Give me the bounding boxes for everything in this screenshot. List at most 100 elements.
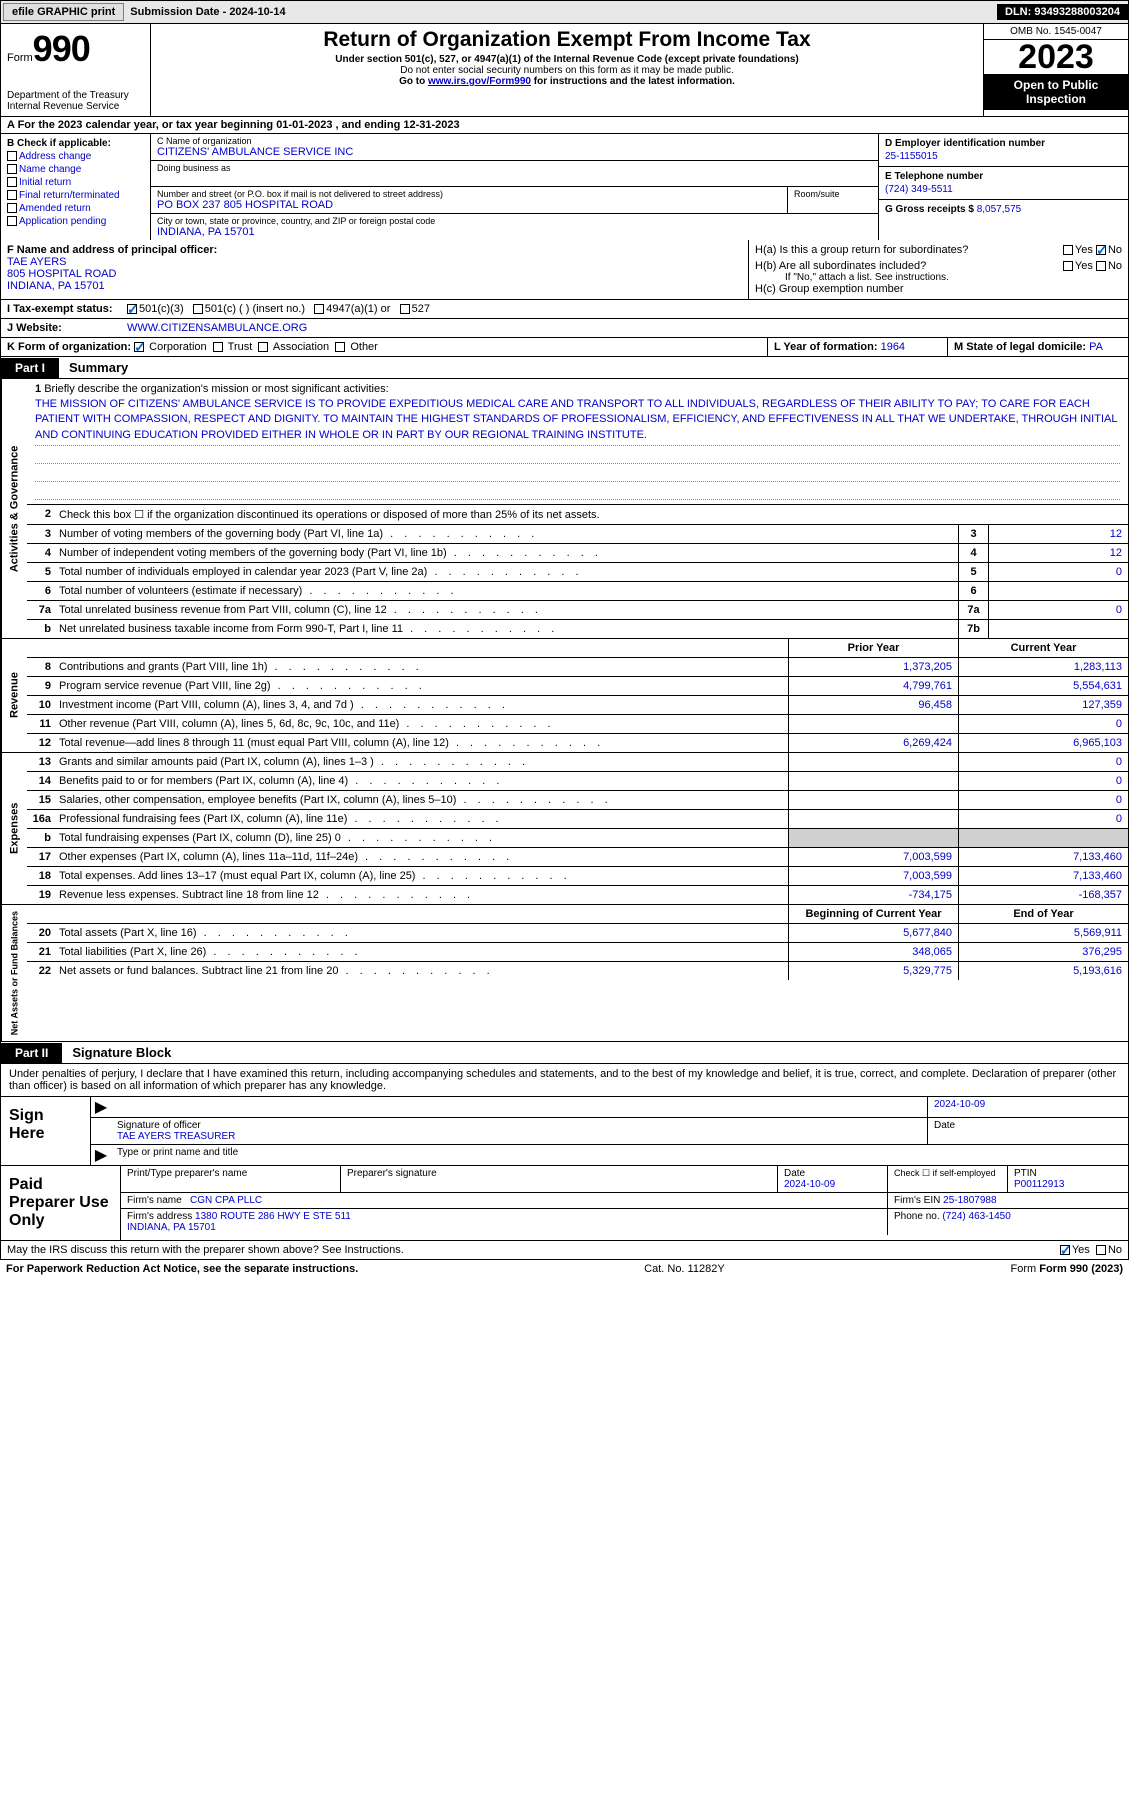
open-public-label: Open to Public Inspection bbox=[984, 74, 1128, 110]
perjury-text: Under penalties of perjury, I declare th… bbox=[0, 1064, 1129, 1096]
form-number: 990 bbox=[33, 28, 90, 70]
sig-officer-label: Signature of officer bbox=[117, 1120, 201, 1131]
form-right-block: OMB No. 1545-0047 2023 Open to Public In… bbox=[983, 24, 1128, 116]
expense-line-14: 14Benefits paid to or for members (Part … bbox=[27, 772, 1128, 791]
ptin-label: PTIN bbox=[1014, 1168, 1037, 1179]
city-value: INDIANA, PA 15701 bbox=[157, 226, 872, 238]
website-value: WWW.CITIZENSAMBULANCE.ORG bbox=[127, 322, 307, 334]
year-formation-label: L Year of formation: bbox=[774, 341, 878, 353]
discuss-no-check[interactable] bbox=[1096, 1245, 1106, 1255]
col-b-checkboxes: B Check if applicable: Address change Na… bbox=[1, 134, 151, 240]
check-name-change[interactable]: Name change bbox=[7, 164, 144, 175]
goto-pre: Go to bbox=[399, 76, 428, 87]
part-2-label: Part II bbox=[1, 1043, 62, 1063]
row-k: K Form of organization: Corporation Trus… bbox=[0, 338, 1129, 357]
paperwork-notice: For Paperwork Reduction Act Notice, see … bbox=[6, 1263, 358, 1275]
expense-line-19: 19Revenue less expenses. Subtract line 1… bbox=[27, 886, 1128, 904]
col-c-org-info: C Name of organization CITIZENS' AMBULAN… bbox=[151, 134, 878, 240]
revenue-line-9: 9Program service revenue (Part VIII, lin… bbox=[27, 677, 1128, 696]
firm-name-label: Firm's name bbox=[127, 1195, 182, 1206]
room-label: Room/suite bbox=[788, 187, 878, 213]
check-address-change[interactable]: Address change bbox=[7, 151, 144, 162]
revenue-line-8: 8Contributions and grants (Part VIII, li… bbox=[27, 658, 1128, 677]
check-527[interactable] bbox=[400, 304, 410, 314]
form-id-block: Form 990 Department of the Treasury Inte… bbox=[1, 24, 151, 116]
expenses-section: Expenses 13Grants and similar amounts pa… bbox=[0, 753, 1129, 905]
netassets-line-22: 22Net assets or fund balances. Subtract … bbox=[27, 962, 1128, 980]
check-501c3[interactable] bbox=[127, 304, 137, 314]
mission-blank-3 bbox=[35, 486, 1120, 500]
check-other[interactable] bbox=[335, 342, 345, 352]
expense-line-13: 13Grants and similar amounts paid (Part … bbox=[27, 753, 1128, 772]
form-title: Return of Organization Exempt From Incom… bbox=[159, 28, 975, 52]
cat-no: Cat. No. 11282Y bbox=[644, 1263, 725, 1275]
website-label: J Website: bbox=[7, 322, 127, 334]
tax-status-label: I Tax-exempt status: bbox=[7, 303, 127, 315]
h-b-note: If "No," attach a list. See instructions… bbox=[755, 272, 1122, 283]
check-corp[interactable] bbox=[134, 342, 144, 352]
prep-name-label: Print/Type preparer's name bbox=[121, 1166, 341, 1192]
current-year-header: Current Year bbox=[958, 639, 1128, 657]
mission-blank-1 bbox=[35, 450, 1120, 464]
ptin-value: P00112913 bbox=[1014, 1179, 1064, 1190]
gov-line-2: 2Check this box ☐ if the organization di… bbox=[27, 505, 1128, 525]
phone-value: (724) 349-5511 bbox=[885, 184, 1122, 195]
h-c-label: H(c) Group exemption number bbox=[755, 283, 1122, 295]
self-employed-check[interactable]: Check ☐ if self-employed bbox=[888, 1166, 1008, 1192]
row-i-tax-status: I Tax-exempt status: 501(c)(3) 501(c) ( … bbox=[0, 300, 1129, 319]
firm-addr-label: Firm's address bbox=[127, 1211, 192, 1222]
ein-label: D Employer identification number bbox=[885, 138, 1122, 149]
prep-date-value: 2024-10-09 bbox=[784, 1179, 835, 1190]
officer-name: TAE AYERS bbox=[7, 256, 742, 268]
row-j-website: J Website: WWW.CITIZENSAMBULANCE.ORG bbox=[0, 319, 1129, 338]
netassets-line-20: 20Total assets (Part X, line 16)5,677,84… bbox=[27, 924, 1128, 943]
revenue-line-12: 12Total revenue—add lines 8 through 11 (… bbox=[27, 734, 1128, 752]
org-name-label: C Name of organization bbox=[157, 136, 872, 146]
city-label: City or town, state or province, country… bbox=[157, 216, 872, 226]
firm-ein-label: Firm's EIN bbox=[894, 1195, 940, 1206]
col-d-ein: D Employer identification number 25-1155… bbox=[878, 134, 1128, 240]
netassets-line-21: 21Total liabilities (Part X, line 26)348… bbox=[27, 943, 1128, 962]
prep-sig-label: Preparer's signature bbox=[341, 1166, 778, 1192]
year-formation-value: 1964 bbox=[881, 341, 905, 353]
check-final-return[interactable]: Final return/terminated bbox=[7, 190, 144, 201]
check-4947[interactable] bbox=[314, 304, 324, 314]
check-initial-return[interactable]: Initial return bbox=[7, 177, 144, 188]
check-assoc[interactable] bbox=[258, 342, 268, 352]
activities-governance-section: Activities & Governance 1 Briefly descri… bbox=[0, 379, 1129, 639]
type-name-label: Type or print name and title bbox=[111, 1145, 1128, 1165]
ein-value: 25-1155015 bbox=[885, 151, 1122, 162]
check-501c[interactable] bbox=[193, 304, 203, 314]
check-amended-return[interactable]: Amended return bbox=[7, 203, 144, 214]
officer-addr1: 805 HOSPITAL ROAD bbox=[7, 268, 742, 280]
firm-ein-value: 25-1807988 bbox=[943, 1195, 996, 1206]
form-org-label: K Form of organization: bbox=[7, 341, 131, 353]
officer-label: F Name and address of principal officer: bbox=[7, 244, 742, 256]
mission-text: THE MISSION OF CITIZENS' AMBULANCE SERVI… bbox=[35, 395, 1120, 446]
check-trust[interactable] bbox=[213, 342, 223, 352]
h-b-label: H(b) Are all subordinates included? bbox=[755, 260, 926, 272]
gov-line-6: 6Total number of volunteers (estimate if… bbox=[27, 582, 1128, 601]
section-a-period: A For the 2023 calendar year, or tax yea… bbox=[0, 117, 1129, 134]
side-label-governance: Activities & Governance bbox=[1, 379, 27, 638]
addr-label: Number and street (or P.O. box if mail i… bbox=[157, 189, 781, 199]
domicile-label: M State of legal domicile: bbox=[954, 341, 1086, 353]
tax-year: 2023 bbox=[984, 40, 1128, 74]
form-title-block: Return of Organization Exempt From Incom… bbox=[151, 24, 983, 116]
irs-link[interactable]: www.irs.gov/Form990 bbox=[428, 76, 531, 87]
efile-print-button[interactable]: efile GRAPHIC print bbox=[3, 3, 124, 21]
mission-label: Briefly describe the organization's miss… bbox=[44, 383, 388, 395]
part-1-title: Summary bbox=[59, 357, 138, 378]
gov-line-5: 5Total number of individuals employed in… bbox=[27, 563, 1128, 582]
form-word: Form bbox=[7, 52, 33, 64]
paid-preparer-block: Paid Preparer Use Only Print/Type prepar… bbox=[0, 1166, 1129, 1241]
dln-label: DLN: 93493288003204 bbox=[997, 4, 1128, 20]
dept-label: Department of the Treasury Internal Reve… bbox=[7, 90, 144, 112]
discuss-yes-check[interactable] bbox=[1060, 1245, 1070, 1255]
side-label-netassets: Net Assets or Fund Balances bbox=[1, 905, 27, 1041]
gov-line-3: 3Number of voting members of the governi… bbox=[27, 525, 1128, 544]
check-application-pending[interactable]: Application pending bbox=[7, 216, 144, 227]
sign-here-label: Sign Here bbox=[1, 1097, 91, 1165]
officer-addr2: INDIANA, PA 15701 bbox=[7, 280, 742, 292]
begin-year-header: Beginning of Current Year bbox=[788, 905, 958, 923]
